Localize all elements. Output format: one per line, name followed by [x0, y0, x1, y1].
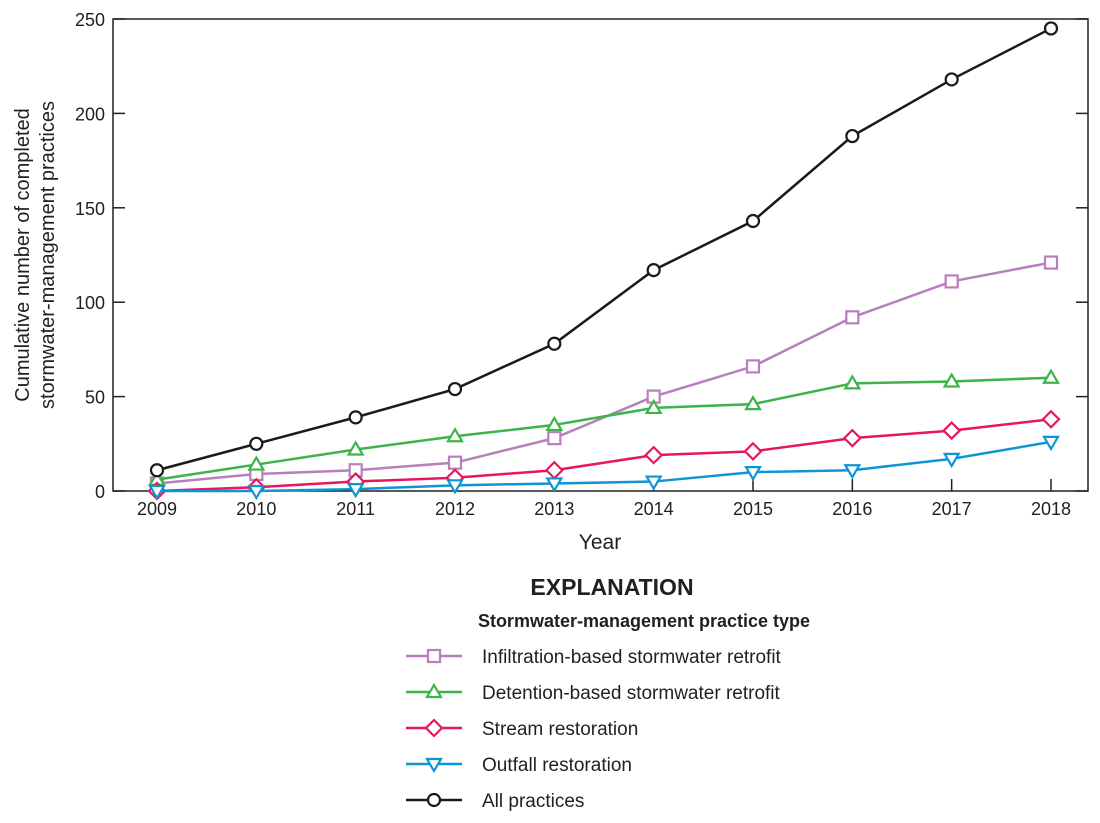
data-point	[1043, 255, 1059, 270]
data-point	[249, 436, 264, 451]
legend-marker-icon	[424, 718, 444, 738]
data-point	[247, 455, 266, 471]
data-point	[348, 410, 363, 425]
series-all-practices	[149, 21, 1059, 478]
data-point	[743, 441, 763, 461]
y-tick-label: 150	[75, 199, 105, 219]
data-point	[845, 128, 860, 144]
data-point	[644, 475, 663, 491]
y-axis-label-line2: stormwater-management practices	[37, 101, 59, 409]
legend-label: Outfall restoration	[482, 755, 632, 776]
x-tick-label: 2011	[336, 499, 375, 519]
data-point	[346, 440, 365, 456]
series-line	[156, 418, 1052, 493]
x-tick-label: 2013	[534, 499, 574, 519]
series-group	[147, 21, 1061, 501]
plot-frame	[112, 18, 1089, 492]
series-outfall-restoration	[148, 435, 1060, 501]
legend-item: Detention-based stormwater retrofit	[406, 682, 781, 704]
data-point	[1042, 368, 1060, 384]
series-line	[156, 27, 1052, 472]
x-axis-label: Year	[579, 531, 621, 554]
series-line	[156, 376, 1052, 481]
data-point	[149, 463, 165, 478]
legend-label: All practices	[482, 791, 584, 812]
data-point	[845, 310, 860, 325]
y-axis-label-line1: Cumulative number of completed	[12, 108, 34, 401]
legend-marker-icon	[426, 792, 442, 808]
legend-label: Detention-based stormwater retrofit	[482, 683, 781, 704]
data-point	[944, 72, 959, 87]
data-point	[1043, 21, 1059, 36]
series-detention-based-stormwater-retrofit	[148, 368, 1060, 486]
data-point	[1041, 409, 1061, 429]
series-stream-restoration	[147, 409, 1061, 501]
data-point	[942, 452, 961, 469]
y-tick-label: 100	[75, 293, 105, 313]
data-point	[1042, 435, 1060, 452]
data-point	[247, 484, 266, 501]
x-tick-label: 2018	[1031, 499, 1071, 519]
legend-item: Stream restoration	[406, 718, 638, 740]
data-point	[446, 479, 464, 495]
data-point	[843, 374, 862, 390]
legend-marker-icon	[425, 757, 443, 774]
data-point	[843, 464, 862, 480]
data-point	[447, 381, 463, 397]
data-point	[148, 484, 166, 501]
data-point	[547, 336, 562, 351]
data-point	[644, 445, 664, 465]
series-infiltration-based-stormwater-retrofit	[149, 255, 1059, 491]
legend-subtitle: Stormwater-management practice type	[478, 611, 810, 631]
data-point	[744, 466, 762, 482]
data-point	[942, 372, 961, 388]
data-point	[842, 428, 862, 448]
y-tick-label: 250	[75, 10, 105, 30]
x-tick-label: 2010	[236, 499, 276, 519]
data-point	[744, 394, 762, 411]
series-line	[157, 440, 1052, 493]
legend-label: Stream restoration	[482, 719, 638, 740]
legend: EXPLANATION Stormwater-management practi…	[406, 574, 810, 812]
legend-item: Infiltration-based stormwater retrofit	[406, 647, 782, 668]
legend-title: EXPLANATION	[530, 574, 693, 600]
series-line	[156, 261, 1052, 485]
x-tick-label: 2015	[733, 499, 773, 519]
legend-marker-icon	[425, 682, 443, 699]
data-point	[545, 415, 564, 432]
x-tick-label: 2016	[832, 499, 872, 519]
y-tick-label: 0	[95, 482, 105, 502]
legend-item: All practices	[406, 791, 584, 812]
data-point	[942, 421, 962, 441]
data-point	[547, 431, 562, 446]
data-point	[646, 263, 661, 278]
x-tick-label: 2014	[634, 499, 674, 519]
data-point	[447, 455, 463, 470]
legend-label: Infiltration-based stormwater retrofit	[482, 647, 782, 668]
y-tick-label: 200	[75, 104, 105, 124]
legend-item: Outfall restoration	[406, 755, 632, 776]
axes: 0 50 100 150 200 250 2009 2010 2011 2012 2013 2014 2…	[75, 10, 1089, 519]
x-tick-label: 2012	[435, 499, 475, 519]
x-tick-label: 2009	[137, 499, 177, 519]
data-point	[745, 213, 761, 229]
legend-marker-icon	[426, 648, 442, 664]
x-tick-label: 2017	[932, 499, 972, 519]
data-point	[446, 427, 464, 443]
data-point	[544, 460, 564, 480]
data-point	[346, 483, 365, 499]
y-tick-label: 50	[85, 388, 105, 408]
data-point	[745, 359, 761, 374]
data-point	[644, 398, 663, 415]
data-point	[944, 274, 959, 289]
data-point	[545, 477, 564, 493]
